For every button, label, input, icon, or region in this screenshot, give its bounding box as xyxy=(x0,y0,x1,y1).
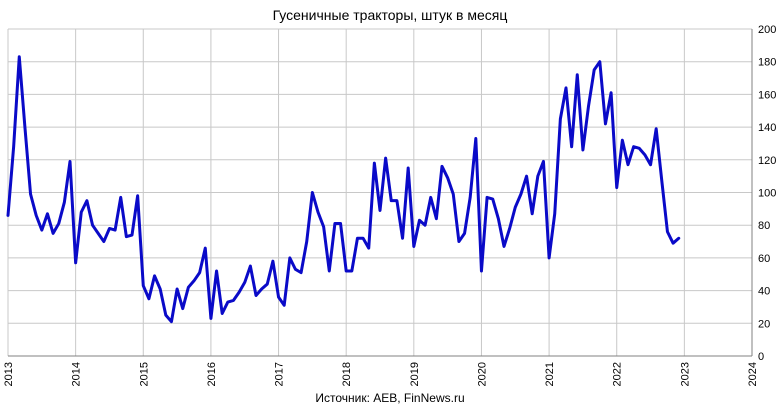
y-tick-label: 140 xyxy=(758,122,776,134)
y-tick-label: 80 xyxy=(758,220,770,232)
x-tick-label: 2014 xyxy=(71,362,83,386)
chart-title: Гусеничные тракторы, штук в месяц xyxy=(273,7,508,23)
x-tick-label: 2020 xyxy=(476,362,488,386)
x-tick-label: 2019 xyxy=(409,362,421,386)
source-note: Источник: AEB, FinNews.ru xyxy=(315,391,464,405)
y-tick-label: 60 xyxy=(758,253,770,265)
y-tick-label: 100 xyxy=(758,188,776,200)
x-tick-label: 2021 xyxy=(544,362,556,386)
y-tick-label: 20 xyxy=(758,318,770,330)
x-tick-label: 2024 xyxy=(747,362,759,386)
y-tick-label: 180 xyxy=(758,57,776,69)
y-tick-label: 120 xyxy=(758,155,776,167)
axes xyxy=(8,29,753,357)
series-layer xyxy=(6,55,681,324)
x-tick-label: 2017 xyxy=(274,362,286,386)
x-tick-labels: 2013 2014 2015 2016 2017 2018 2019 2020 2021 2022… xyxy=(3,362,759,386)
x-tick-label: 2018 xyxy=(341,362,353,386)
y-tick-label: 0 xyxy=(758,351,764,363)
x-tick-label: 2016 xyxy=(206,362,218,386)
x-tick-label: 2015 xyxy=(138,362,150,386)
x-tick-label: 2022 xyxy=(612,362,624,386)
gridlines xyxy=(7,28,753,357)
y-tick-label: 160 xyxy=(758,89,776,101)
x-tick-label: 2013 xyxy=(3,362,15,386)
y-tick-label: 200 xyxy=(758,24,776,36)
x-tick-label: 2023 xyxy=(679,362,691,386)
y-tick-label: 40 xyxy=(758,286,770,298)
series-line xyxy=(6,55,681,324)
y-tick-labels: 0 20 40 60 80 100 120 140 160 180 200 xyxy=(758,24,776,363)
